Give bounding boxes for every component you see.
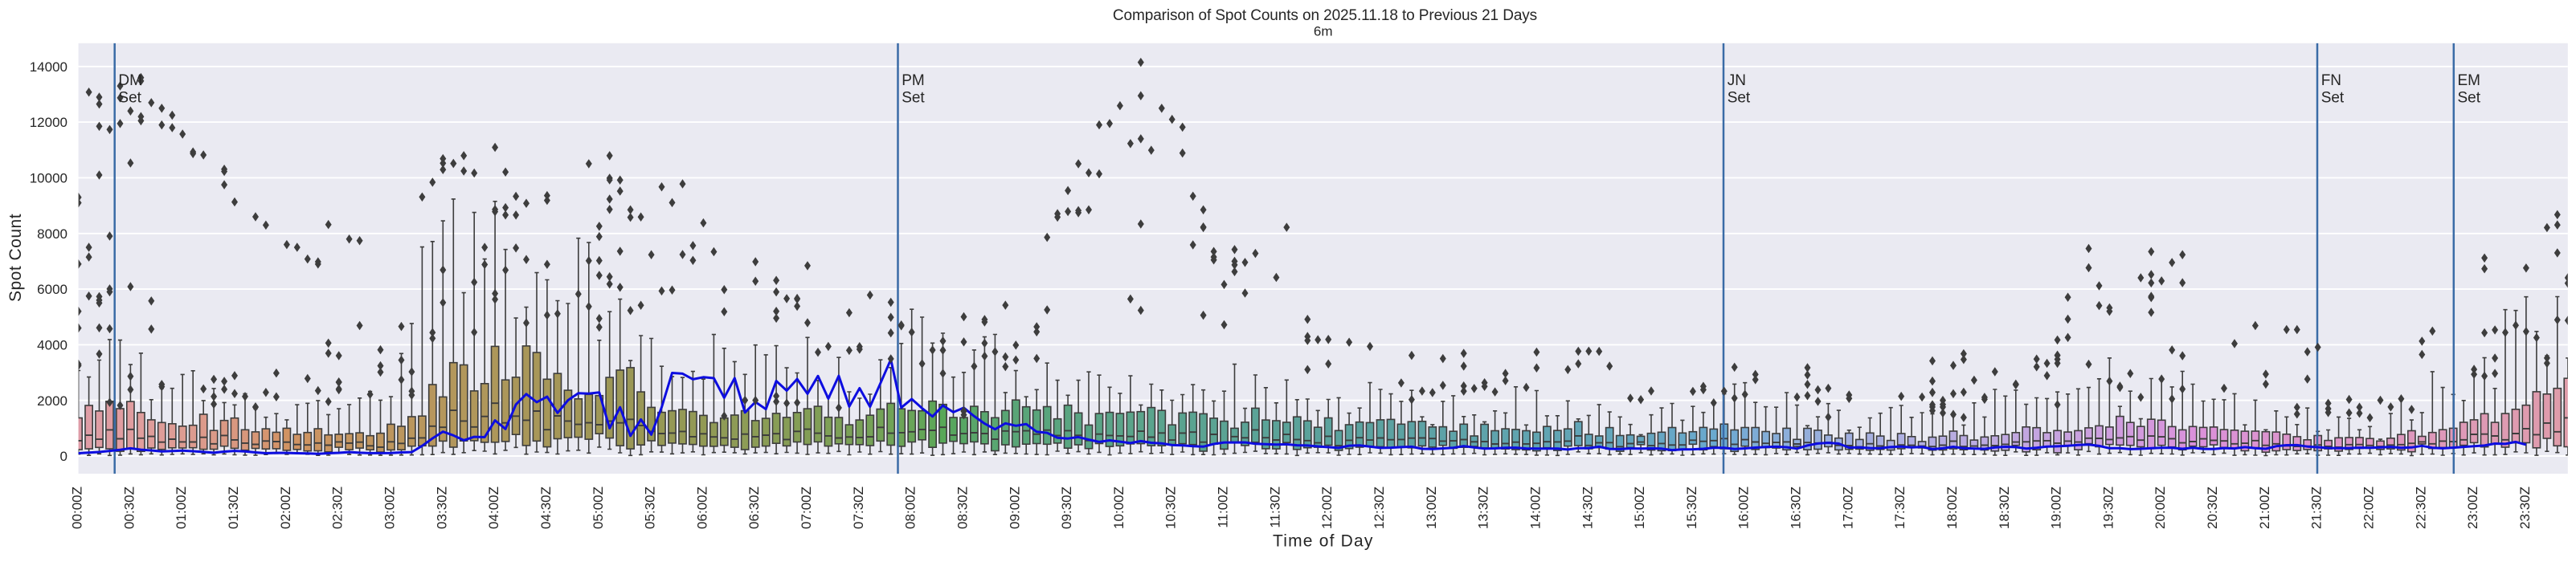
svg-text:14000: 14000 xyxy=(30,59,67,75)
svg-text:Set: Set xyxy=(1728,90,1751,107)
svg-text:PM: PM xyxy=(902,72,925,89)
svg-text:10:00Z: 10:00Z xyxy=(1111,487,1126,529)
svg-text:Set: Set xyxy=(902,90,925,107)
svg-text:8000: 8000 xyxy=(37,226,67,242)
svg-text:EM: EM xyxy=(2458,72,2481,89)
svg-text:13:30Z: 13:30Z xyxy=(1476,487,1491,529)
svg-text:JN: JN xyxy=(1728,72,1746,89)
svg-text:09:00Z: 09:00Z xyxy=(1007,487,1022,529)
svg-text:10:30Z: 10:30Z xyxy=(1163,487,1179,529)
svg-text:23:30Z: 23:30Z xyxy=(2517,487,2533,529)
svg-text:14:30Z: 14:30Z xyxy=(1580,487,1595,529)
svg-text:11:30Z: 11:30Z xyxy=(1267,487,1282,528)
svg-text:20:00Z: 20:00Z xyxy=(2153,487,2168,529)
svg-text:08:00Z: 08:00Z xyxy=(903,487,918,529)
svg-text:00:30Z: 00:30Z xyxy=(121,487,137,529)
svg-text:16:30Z: 16:30Z xyxy=(1789,487,1804,529)
svg-text:21:30Z: 21:30Z xyxy=(2309,487,2325,529)
svg-text:DM: DM xyxy=(118,72,142,89)
svg-text:06:30Z: 06:30Z xyxy=(746,487,762,529)
svg-text:03:00Z: 03:00Z xyxy=(382,487,398,529)
svg-text:21:00Z: 21:00Z xyxy=(2257,487,2272,529)
svg-text:Set: Set xyxy=(2458,90,2481,107)
svg-text:15:00Z: 15:00Z xyxy=(1632,487,1647,529)
svg-text:04:00Z: 04:00Z xyxy=(486,487,501,529)
svg-text:16:00Z: 16:00Z xyxy=(1736,487,1752,529)
svg-text:Time of Day: Time of Day xyxy=(1273,532,1374,551)
svg-text:Set: Set xyxy=(2321,90,2345,107)
svg-text:0: 0 xyxy=(60,449,67,464)
svg-text:12:30Z: 12:30Z xyxy=(1372,487,1387,529)
svg-text:09:30Z: 09:30Z xyxy=(1059,487,1074,529)
svg-text:20:30Z: 20:30Z xyxy=(2205,487,2220,529)
svg-text:Set: Set xyxy=(118,90,141,107)
svg-text:23:00Z: 23:00Z xyxy=(2465,487,2480,529)
svg-text:22:30Z: 22:30Z xyxy=(2413,487,2428,529)
svg-text:01:00Z: 01:00Z xyxy=(174,487,189,529)
svg-text:13:00Z: 13:00Z xyxy=(1424,487,1439,529)
svg-text:17:00Z: 17:00Z xyxy=(1840,487,1855,529)
svg-text:12000: 12000 xyxy=(30,115,67,130)
svg-text:12:00Z: 12:00Z xyxy=(1319,487,1335,529)
svg-text:FN: FN xyxy=(2321,72,2341,89)
svg-text:19:30Z: 19:30Z xyxy=(2100,487,2116,529)
svg-text:6m: 6m xyxy=(1314,24,1333,39)
svg-text:4000: 4000 xyxy=(37,338,67,353)
svg-text:18:00Z: 18:00Z xyxy=(1944,487,1960,529)
svg-text:02:00Z: 02:00Z xyxy=(278,487,293,529)
svg-text:03:30Z: 03:30Z xyxy=(434,487,449,529)
svg-text:11:00Z: 11:00Z xyxy=(1216,487,1231,528)
svg-text:6000: 6000 xyxy=(37,282,67,297)
svg-text:00:00Z: 00:00Z xyxy=(70,487,85,529)
svg-text:22:00Z: 22:00Z xyxy=(2361,487,2377,529)
svg-text:19:00Z: 19:00Z xyxy=(2049,487,2064,529)
svg-text:06:00Z: 06:00Z xyxy=(694,487,709,529)
svg-text:08:30Z: 08:30Z xyxy=(955,487,971,529)
svg-text:15:30Z: 15:30Z xyxy=(1684,487,1699,529)
svg-text:05:00Z: 05:00Z xyxy=(591,487,606,529)
svg-text:17:30Z: 17:30Z xyxy=(1892,487,1907,529)
svg-text:Spot Count: Spot Count xyxy=(6,214,25,302)
svg-text:14:00Z: 14:00Z xyxy=(1527,487,1543,529)
svg-text:05:30Z: 05:30Z xyxy=(643,487,658,529)
svg-text:07:30Z: 07:30Z xyxy=(851,487,866,529)
svg-text:18:30Z: 18:30Z xyxy=(1997,487,2012,529)
svg-text:Comparison of Spot Counts on 2: Comparison of Spot Counts on 2025.11.18 … xyxy=(1113,7,1537,24)
svg-text:07:00Z: 07:00Z xyxy=(799,487,814,529)
svg-text:2000: 2000 xyxy=(37,393,67,409)
svg-text:10000: 10000 xyxy=(30,171,67,186)
svg-text:04:30Z: 04:30Z xyxy=(538,487,554,529)
svg-text:02:30Z: 02:30Z xyxy=(330,487,346,529)
svg-text:01:30Z: 01:30Z xyxy=(226,487,241,529)
